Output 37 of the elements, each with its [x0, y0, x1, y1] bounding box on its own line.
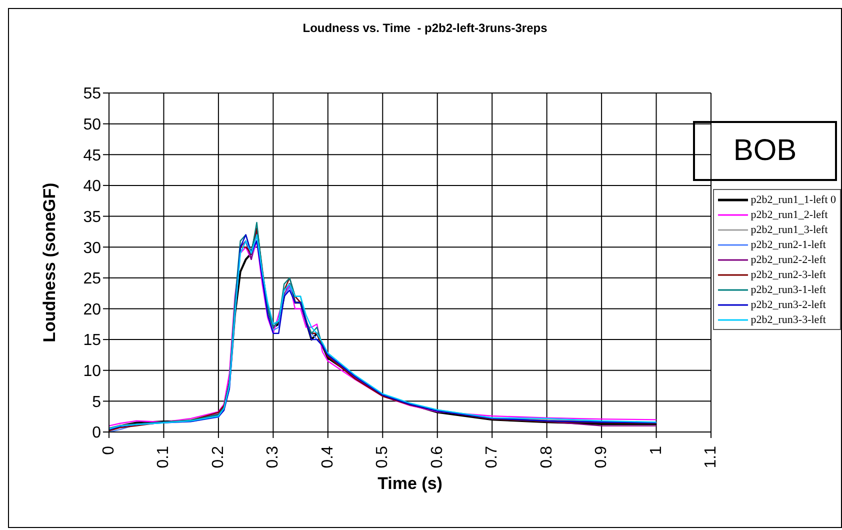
legend-label: p2b2_run1_3-left — [750, 224, 828, 236]
y-tick-label: 40 — [83, 178, 102, 196]
x-tick-label: 0.2 — [210, 446, 227, 468]
legend-label: p2b2_run2-1-left — [750, 238, 826, 250]
y-tick-label: 10 — [83, 363, 102, 380]
y-tick-label: 45 — [83, 147, 102, 164]
x-tick-label: 0.9 — [593, 446, 610, 468]
y-tick-label: 15 — [83, 332, 102, 350]
legend-label: p2b2_run2-3-left — [750, 268, 826, 280]
y-tick-label: 20 — [83, 301, 102, 318]
y-tick-label: 0 — [92, 424, 102, 442]
x-tick-label: 0 — [100, 446, 118, 455]
legend-label: p2b2_run1_1-left 0 — [750, 194, 836, 206]
x-tick-label: 0.4 — [319, 446, 336, 468]
y-tick-label: 25 — [83, 270, 102, 288]
y-tick-label: 5 — [92, 394, 102, 411]
x-tick-label: 0.3 — [264, 446, 282, 468]
chart-title: Loudness vs. Time - p2b2-left-3runs-3reps — [302, 21, 548, 35]
y-tick-label: 35 — [83, 208, 102, 226]
x-axis-title: Time (s) — [378, 474, 442, 493]
y-tick-label: 55 — [83, 86, 102, 103]
label-box: BOB — [693, 121, 837, 181]
x-tick-label: 0.1 — [155, 446, 172, 468]
legend-label: p2b2_run1_2-left — [750, 208, 828, 220]
legend-label: p2b2_run3-3-left — [750, 314, 826, 326]
x-tick-label: 0.5 — [374, 446, 392, 468]
x-tick-label: 0.7 — [484, 446, 501, 468]
x-tick-label: 1 — [648, 446, 665, 455]
legend-label: p2b2_run3-2-left — [750, 298, 826, 310]
y-tick-label: 50 — [83, 116, 102, 134]
y-axis-title: Loudness (soneGF) — [40, 182, 60, 342]
x-tick-label: 0.8 — [538, 446, 556, 468]
legend-label: p2b2_run2-2-left — [750, 254, 826, 266]
legend-label: p2b2_run3-1-left — [750, 284, 826, 296]
y-tick-label: 30 — [83, 240, 102, 257]
x-tick-label: 0.6 — [428, 446, 446, 468]
x-tick-label: 1.1 — [702, 446, 720, 468]
